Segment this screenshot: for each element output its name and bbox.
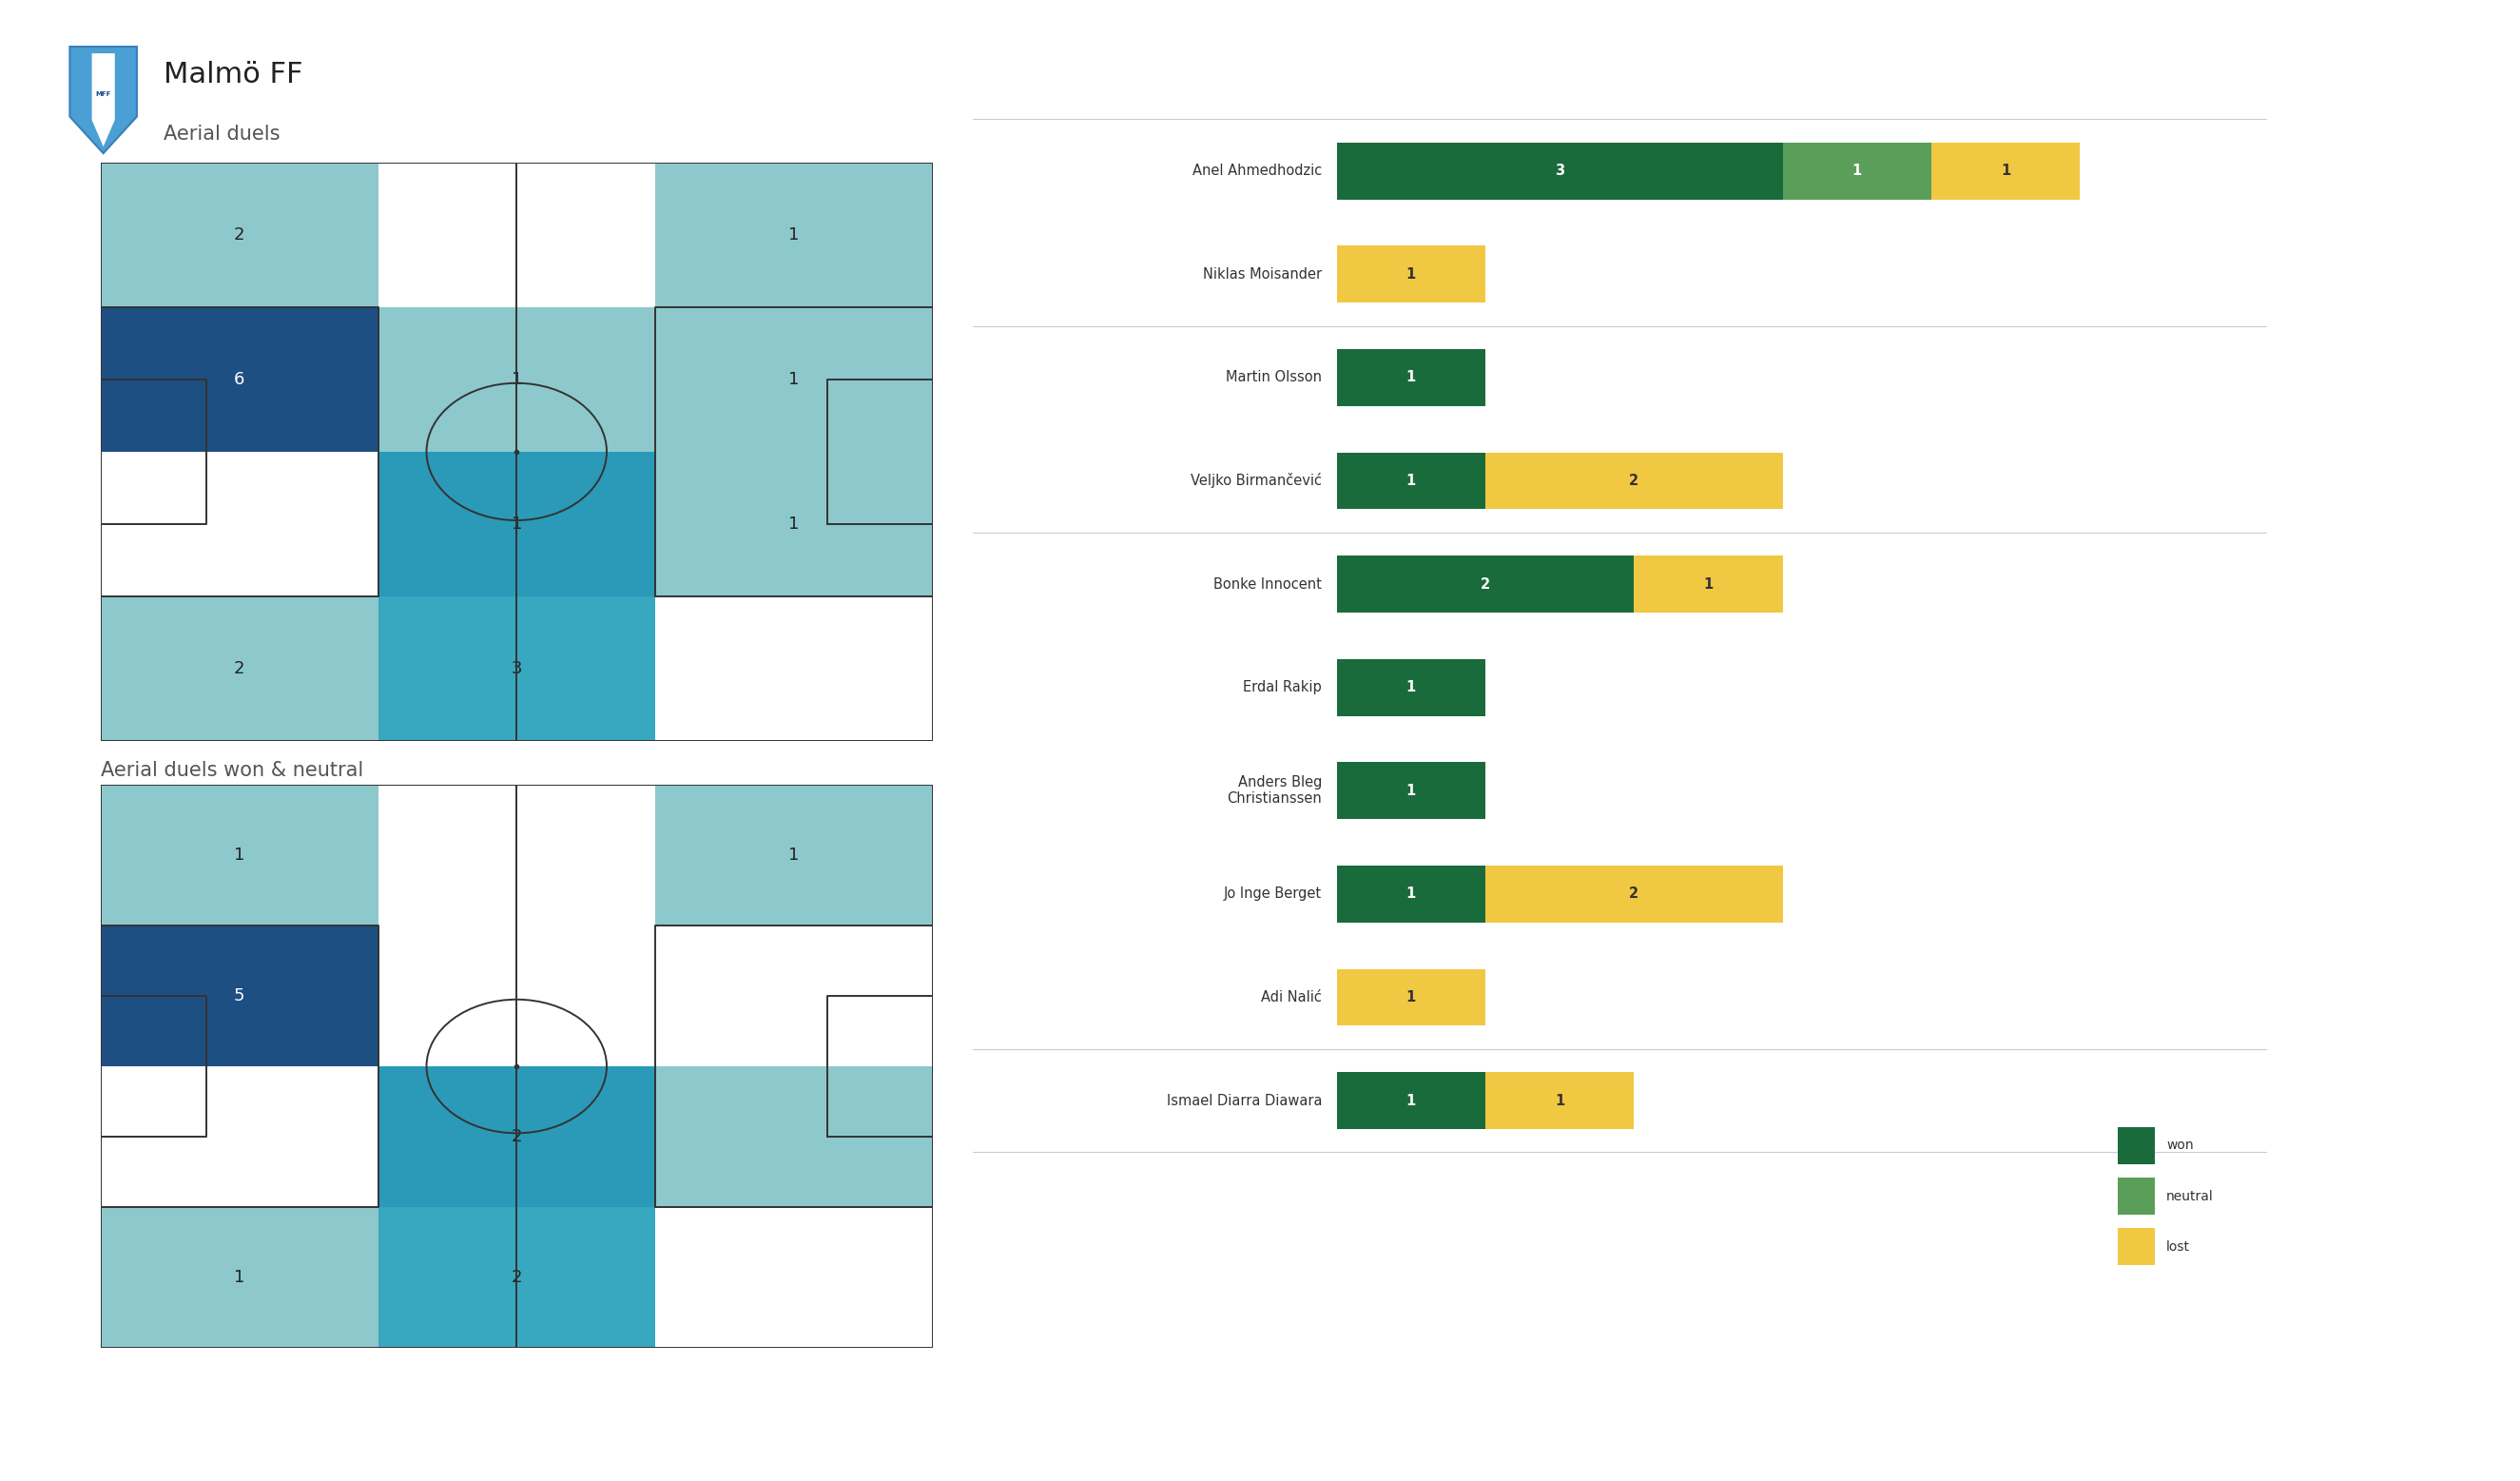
Bar [655,452,932,597]
Text: 3: 3 [512,659,522,677]
Bar [378,785,655,926]
Bar [1336,1072,1484,1129]
Text: Aerial duels won & neutral: Aerial duels won & neutral [101,761,363,779]
Bar [655,163,932,308]
Text: lost: lost [2167,1240,2190,1253]
Bar [378,597,655,740]
Bar [101,163,378,308]
Text: Veljko Birmančević: Veljko Birmančević [1189,472,1323,489]
Bar [378,1207,655,1348]
Bar [1336,865,1484,923]
Bar [1484,865,1782,923]
Polygon shape [71,47,136,154]
Text: 1: 1 [789,515,799,533]
Bar [101,1207,378,1348]
Text: 1: 1 [1406,474,1416,487]
Text: 1: 1 [234,1269,244,1286]
Bar [2117,1228,2155,1265]
Bar [1633,555,1782,613]
Bar [101,1066,378,1207]
Bar [655,1207,932,1348]
Text: 5: 5 [234,988,244,1004]
Polygon shape [91,53,116,147]
Text: Anders Bleg
Christianssen: Anders Bleg Christianssen [1227,775,1323,806]
Text: Ismael Diarra Diawara: Ismael Diarra Diawara [1167,1093,1323,1108]
Bar [1336,350,1484,406]
Text: 1: 1 [1555,1093,1565,1108]
Bar [2117,1177,2155,1214]
Bar [1782,142,1930,200]
Text: 1: 1 [1406,267,1416,281]
Bar [655,597,932,740]
Text: 2: 2 [512,1269,522,1286]
Text: Malmö FF: Malmö FF [164,61,302,89]
Bar [1336,659,1484,715]
Text: Adi Nalić: Adi Nalić [1260,991,1323,1004]
Bar [101,452,378,597]
Bar [378,308,655,452]
Text: 1: 1 [2001,164,2011,178]
Text: won: won [2167,1139,2192,1152]
Bar [2117,1127,2155,1164]
Text: 3: 3 [1555,164,1565,178]
Text: Erdal Rakip: Erdal Rakip [1242,680,1323,695]
Bar [101,597,378,740]
Text: Anel Ahmedhodzic: Anel Ahmedhodzic [1192,164,1323,178]
Bar [1336,969,1484,1026]
Bar [1484,1072,1633,1129]
Text: 2: 2 [512,1129,522,1145]
Bar [378,452,655,597]
Text: 1: 1 [1406,370,1416,385]
Bar [655,926,932,1066]
Bar [378,926,655,1066]
Text: 1: 1 [512,370,522,388]
Text: 1: 1 [789,370,799,388]
Bar [101,926,378,1066]
Text: Niklas Moisander: Niklas Moisander [1202,267,1323,281]
Bar [1336,142,1782,200]
Text: 1: 1 [1406,991,1416,1004]
Bar [1484,452,1782,509]
Text: 2: 2 [1630,474,1638,487]
Text: neutral: neutral [2167,1189,2213,1203]
Text: 1: 1 [234,847,244,863]
Text: Martin Olsson: Martin Olsson [1225,370,1323,385]
Text: MFF: MFF [96,92,111,98]
Text: 2: 2 [1630,887,1638,900]
Bar [101,308,378,452]
Text: 1: 1 [789,227,799,244]
Text: 1: 1 [1704,578,1714,591]
Text: 1: 1 [1406,680,1416,695]
Bar [1336,452,1484,509]
Text: 6: 6 [234,370,244,388]
Text: 2: 2 [234,227,244,244]
Text: 1: 1 [789,847,799,863]
Bar [1930,142,2079,200]
Text: 2: 2 [1482,578,1489,591]
Text: 1: 1 [512,515,522,533]
Bar [1336,763,1484,819]
Bar [1336,246,1484,302]
Bar [655,785,932,926]
Bar [655,308,932,452]
Text: 1: 1 [1406,783,1416,798]
Bar [655,1066,932,1207]
Bar [101,785,378,926]
Text: Aerial duels: Aerial duels [164,124,280,144]
Bar [378,163,655,308]
Bar [1336,555,1633,613]
Text: Bonke Innocent: Bonke Innocent [1215,578,1323,591]
Text: 1: 1 [1852,164,1862,178]
Text: 2: 2 [234,659,244,677]
Text: 1: 1 [1406,1093,1416,1108]
Text: 1: 1 [1406,887,1416,900]
Text: Jo Inge Berget: Jo Inge Berget [1225,887,1323,900]
Bar [378,1066,655,1207]
